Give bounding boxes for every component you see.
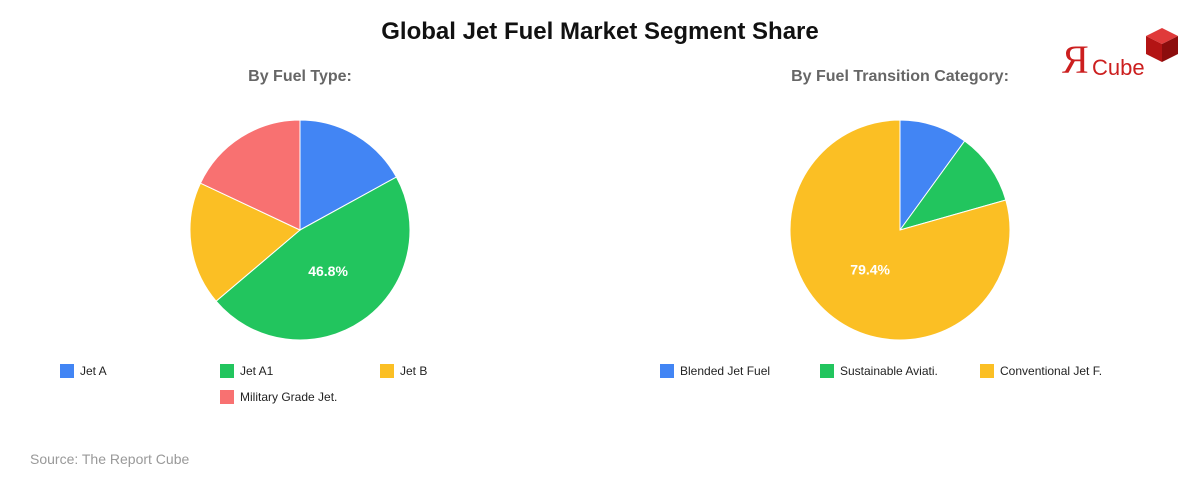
cube-icon [1146, 28, 1178, 62]
legend-item-jet-b[interactable]: Jet B [380, 362, 427, 378]
legend-swatch [380, 363, 394, 378]
legend-label: Jet A [80, 363, 107, 378]
fuel-type-subtitle: By Fuel Type: [248, 68, 352, 85]
report-cube-logo: Я Cube [1060, 26, 1185, 86]
legend-item-jet-a[interactable]: Jet A [60, 362, 107, 378]
legend-item-conventional-jet-fuel[interactable]: Conventional Jet F. [980, 362, 1102, 378]
data-label-conventional-jet-f: 79.4% [850, 261, 890, 277]
legend-swatch [220, 389, 234, 404]
legend-label: Sustainable Aviati. [840, 363, 938, 378]
legend-label: Conventional Jet F. [1000, 363, 1103, 378]
legend-swatch [60, 363, 74, 378]
chart-title: Global Jet Fuel Market Segment Share [381, 18, 819, 45]
legend-item-military-grade-jet[interactable]: Military Grade Jet. [220, 388, 337, 404]
data-label-jet-a1: 46.8% [308, 263, 348, 279]
source-note: Source: The Report Cube [30, 451, 190, 467]
legend-swatch [220, 363, 234, 378]
legend-swatch [660, 363, 674, 378]
legend-label: Jet A1 [240, 363, 274, 378]
legend-item-sustainable-aviation[interactable]: Sustainable Aviati. [820, 362, 938, 378]
pie-slice-jet-a1[interactable] [215, 176, 411, 341]
legend-swatch [820, 363, 834, 378]
fuel-type-pie-chart: 46.8% [189, 119, 411, 341]
transition-category-pie-chart: 79.4% [789, 119, 1011, 341]
pie-slice-sustainable-aviati[interactable] [898, 140, 1007, 231]
legend-label: Blended Jet Fuel [680, 363, 771, 378]
pie-slice-conventional-jet-f[interactable] [789, 119, 1011, 341]
legend-label: Military Grade Jet. [240, 389, 338, 404]
logo-r-glyph: Я [1062, 37, 1089, 82]
transition-category-subtitle: By Fuel Transition Category: [791, 68, 1009, 85]
pie-slice-jet-b[interactable] [189, 182, 301, 302]
legend-item-jet-a1[interactable]: Jet A1 [220, 362, 273, 378]
legend-label: Jet B [400, 363, 428, 378]
pie-slice-military-grade-jet[interactable] [199, 119, 301, 231]
pie-slice-jet-a[interactable] [299, 119, 398, 231]
legend-item-blended-jet-fuel[interactable]: Blended Jet Fuel [660, 362, 770, 378]
logo-cube-text: Cube [1092, 55, 1145, 80]
legend-swatch [980, 363, 994, 378]
